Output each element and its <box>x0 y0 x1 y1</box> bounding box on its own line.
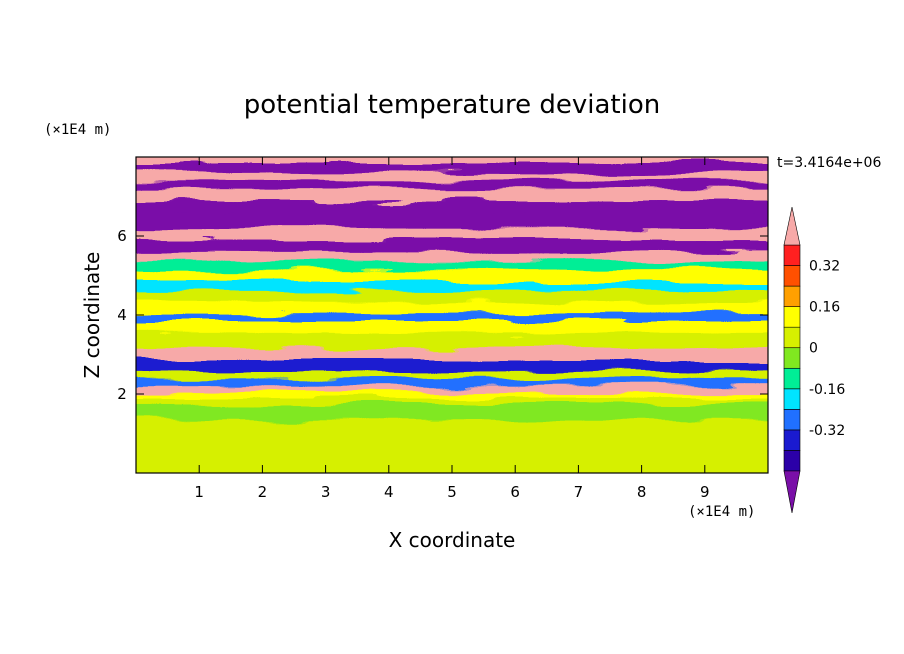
time-label: t=3.4164e+06 <box>777 155 881 171</box>
colorbar-swatch <box>783 285 801 307</box>
y-axis: 2 4 6 <box>117 227 768 403</box>
colorbar-swatch <box>783 450 801 472</box>
colorbar-extend-min <box>783 470 801 514</box>
colorbar-swatch <box>783 347 801 369</box>
colorbar-swatch <box>783 409 801 431</box>
colorbar-swatch <box>783 367 801 390</box>
y-axis-unit: (×1E4 m) <box>44 122 111 138</box>
colorbar-swatch <box>783 388 801 410</box>
colorbar-swatch <box>783 326 801 349</box>
colorbar: 0.32 0.16 0 -0.16 -0.32 <box>783 206 845 514</box>
contour-field <box>136 157 768 473</box>
colorbar-swatch <box>783 429 801 451</box>
y-tick-label: 6 <box>117 227 127 245</box>
colorbar-swatch <box>783 244 801 266</box>
x-tick-label: 2 <box>258 483 268 501</box>
colorbar-label: -0.32 <box>809 423 845 439</box>
x-tick-label: 5 <box>447 483 457 501</box>
colorbar-label: 0.16 <box>809 300 840 316</box>
colorbar-swatch <box>783 265 801 287</box>
y-tick-label: 2 <box>117 385 127 403</box>
chart-title: potential temperature deviation <box>244 90 660 120</box>
colorbar-label: 0.32 <box>809 259 840 275</box>
x-tick-label: 1 <box>194 483 204 501</box>
colorbar-label: 0 <box>809 341 818 357</box>
x-tick-label: 9 <box>700 483 710 501</box>
x-axis: 1 2 3 4 5 6 7 8 9 <box>194 157 710 501</box>
colorbar-swatch <box>783 306 801 328</box>
x-tick-label: 8 <box>637 483 647 501</box>
x-tick-label: 6 <box>510 483 520 501</box>
x-axis-label: X coordinate <box>389 528 516 552</box>
colorbar-extend-max <box>783 206 801 246</box>
x-axis-unit: (×1E4 m) <box>688 504 755 520</box>
colorbar-label: -0.16 <box>809 382 845 398</box>
x-tick-label: 4 <box>384 483 394 501</box>
x-tick-label: 7 <box>574 483 584 501</box>
y-axis-label: Z coordinate <box>80 252 104 379</box>
x-tick-label: 3 <box>321 483 331 501</box>
y-tick-label: 4 <box>117 306 127 324</box>
